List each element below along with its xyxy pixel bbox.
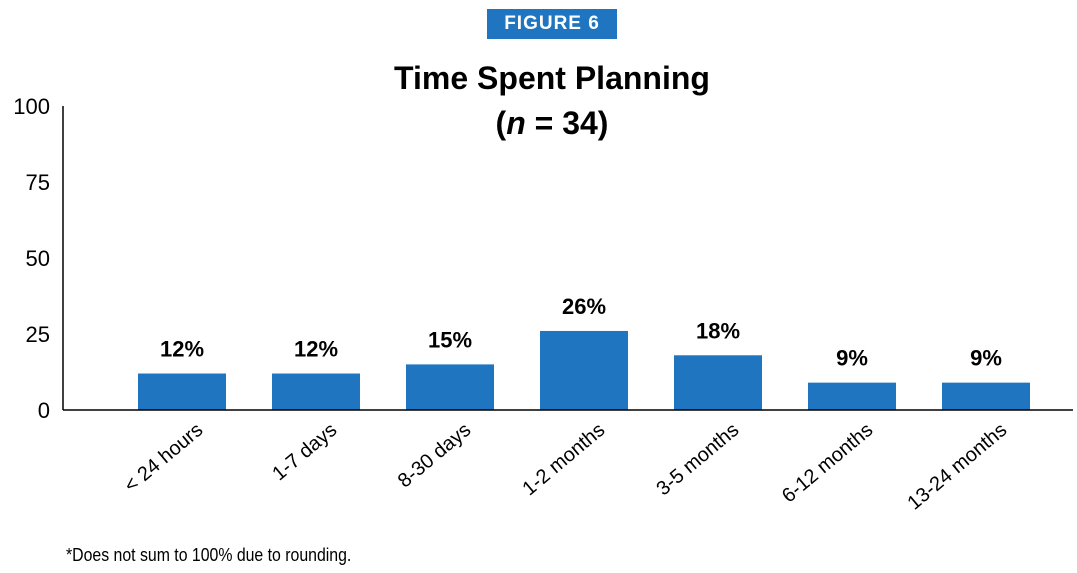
data-labels: 12% 12% 15% 26% 18% 9% 9%	[160, 294, 1002, 371]
chart-subtitle: (n = 34)	[496, 105, 609, 141]
bar	[674, 355, 762, 410]
x-tick-label: 1-2 months	[518, 419, 609, 500]
chart-title: Time Spent Planning	[394, 60, 710, 96]
x-tick-label: 1-7 days	[268, 419, 341, 485]
data-label: 9%	[836, 346, 868, 371]
bar	[138, 373, 226, 410]
y-tick-label: 0	[38, 398, 50, 423]
bar	[540, 330, 628, 410]
subtitle-suffix: = 34)	[526, 105, 609, 141]
y-axis-ticks: 0 25 50 75 100	[13, 94, 50, 423]
data-label: 12%	[294, 337, 338, 362]
x-tick-label: 8-30 days	[394, 419, 475, 492]
x-tick-label: 13-24 months	[903, 419, 1011, 514]
data-label: 9%	[970, 346, 1002, 371]
footnote: *Does not sum to 100% due to rounding.	[66, 545, 352, 565]
subtitle-prefix: (	[496, 105, 507, 141]
bar	[942, 382, 1030, 410]
data-label: 15%	[428, 327, 472, 352]
subtitle-italic: n	[506, 105, 526, 141]
bar	[406, 364, 494, 410]
y-tick-label: 50	[26, 246, 50, 271]
bars	[138, 330, 1030, 410]
figure-label: FIGURE 6	[487, 9, 617, 39]
y-tick-label: 100	[13, 94, 50, 119]
y-tick-label: 75	[26, 170, 50, 195]
bar	[272, 373, 360, 410]
y-tick-label: 25	[26, 322, 50, 347]
data-label: 18%	[696, 318, 740, 343]
x-tick-label: 6-12 months	[778, 419, 877, 507]
data-label: 26%	[562, 294, 606, 319]
data-label: 12%	[160, 337, 204, 362]
x-tick-label: < 24 hours	[120, 419, 207, 497]
bar-chart: Time Spent Planning (n = 34) 0255075100 …	[13, 60, 1073, 514]
x-tick-label: 3-5 months	[652, 419, 743, 500]
bar	[808, 382, 896, 410]
x-axis-labels: < 24 hours 1-7 days 8-30 days 1-2 months 3-5…	[120, 419, 1011, 514]
